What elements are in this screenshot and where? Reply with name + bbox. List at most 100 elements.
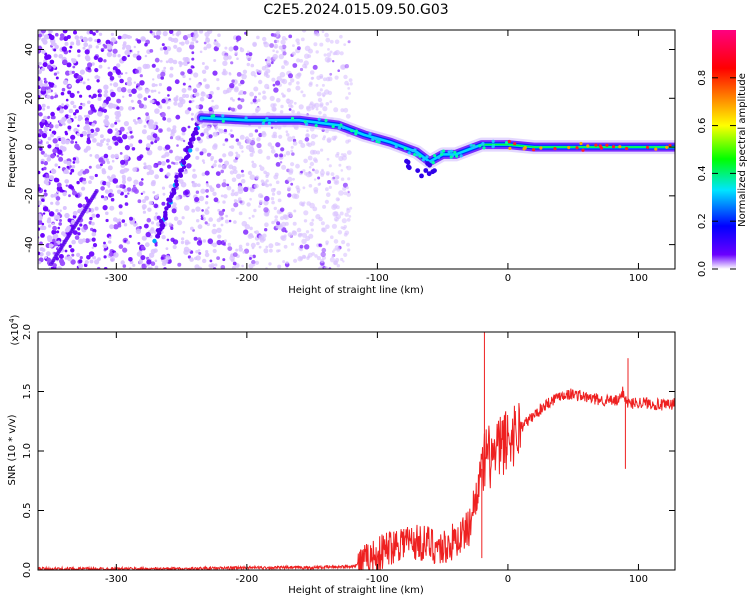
noise-cell xyxy=(86,85,92,91)
noise-cell xyxy=(43,166,47,171)
noise-cell xyxy=(58,254,64,259)
noise-cell xyxy=(259,236,264,241)
noise-cell xyxy=(89,259,94,264)
noise-cell xyxy=(137,199,142,204)
noise-cell xyxy=(270,61,274,65)
noise-cell xyxy=(306,105,310,110)
noise-cell xyxy=(79,133,84,138)
noise-cell xyxy=(42,206,49,212)
noise-cell xyxy=(59,119,63,123)
noise-cell xyxy=(220,265,226,269)
trace-speckle xyxy=(305,122,309,126)
noise-cell xyxy=(52,238,56,243)
noise-cell xyxy=(346,208,351,213)
noise-cell xyxy=(287,186,292,191)
noise-cell xyxy=(161,98,166,104)
noise-cell xyxy=(112,178,119,184)
noise-cell xyxy=(302,169,306,173)
noise-cell xyxy=(43,126,49,132)
noise-cell xyxy=(290,242,295,246)
y-tick-label: 1.0 xyxy=(22,443,33,459)
x-tick-label: -100 xyxy=(366,273,389,284)
noise-cell xyxy=(98,32,103,36)
noise-cell xyxy=(156,193,159,197)
trace-speckle xyxy=(403,147,407,151)
noise-cell xyxy=(317,176,321,180)
noise-cell xyxy=(200,188,206,194)
noise-cell xyxy=(47,154,51,158)
noise-cell xyxy=(208,217,213,222)
noise-cell xyxy=(290,162,295,167)
noise-cell xyxy=(129,216,133,221)
noise-cell xyxy=(194,264,200,269)
noise-cell xyxy=(250,63,255,68)
noise-cell xyxy=(195,104,200,109)
noise-cell xyxy=(88,37,93,42)
noise-cell xyxy=(63,123,66,126)
noise-cell xyxy=(320,148,324,152)
streak-cell xyxy=(174,179,179,184)
noise-cell xyxy=(143,223,149,229)
noise-cell xyxy=(71,239,76,245)
noise-cell xyxy=(143,97,148,101)
trace-speckle xyxy=(586,144,590,148)
noise-cell xyxy=(66,160,72,166)
noise-cell xyxy=(114,141,119,146)
noise-cell xyxy=(278,134,283,139)
noise-cell xyxy=(103,59,107,63)
noise-cell xyxy=(38,213,42,219)
noise-cell xyxy=(345,165,349,169)
spectrogram-trace xyxy=(194,110,675,179)
noise-cell xyxy=(132,167,138,173)
noise-cell xyxy=(195,190,200,194)
colorbar: 0.0 0.2 0.4 0.6 0.8 Normalized spectral ampl… xyxy=(697,30,748,277)
noise-cell xyxy=(48,211,55,217)
noise-cell xyxy=(154,121,158,126)
streak-cell xyxy=(94,189,99,193)
noise-cell xyxy=(75,79,81,84)
noise-cell xyxy=(258,164,262,168)
noise-cell xyxy=(143,162,147,166)
trace-speckle xyxy=(440,152,444,156)
noise-cell xyxy=(196,240,203,246)
y-tick-label: 0.5 xyxy=(22,503,33,519)
noise-cell xyxy=(142,210,146,214)
noise-cell xyxy=(58,166,61,169)
noise-cell xyxy=(189,44,195,50)
noise-cell xyxy=(38,112,43,117)
noise-cell xyxy=(67,90,72,95)
noise-cell xyxy=(125,71,128,75)
trace-speckle xyxy=(290,116,295,121)
noise-cell xyxy=(270,145,275,150)
noise-cell xyxy=(118,244,124,249)
noise-cell xyxy=(38,260,41,265)
noise-cell xyxy=(311,76,315,80)
noise-cell xyxy=(309,70,315,75)
noise-cell xyxy=(288,168,294,174)
noise-cell xyxy=(224,219,229,224)
noise-cell xyxy=(265,179,269,183)
noise-cell xyxy=(292,63,298,68)
streak-cell xyxy=(192,130,197,135)
noise-cell xyxy=(119,184,124,189)
noise-cell xyxy=(112,48,118,54)
noise-cell xyxy=(101,102,107,108)
noise-cell xyxy=(64,212,70,219)
noise-cell xyxy=(68,49,72,53)
noise-cell xyxy=(309,221,314,227)
noise-cell xyxy=(220,169,224,174)
noise-cell xyxy=(327,48,330,51)
noise-cell xyxy=(63,159,68,164)
noise-cell xyxy=(97,57,103,63)
noise-cell xyxy=(87,130,92,135)
noise-cell xyxy=(276,76,282,82)
noise-cell xyxy=(121,179,127,185)
noise-cell xyxy=(313,189,319,194)
colorbar-tick-label: 0.8 xyxy=(697,70,708,86)
noise-cell xyxy=(305,133,310,138)
noise-cell xyxy=(205,195,209,198)
noise-cell xyxy=(91,237,96,242)
noise-cell xyxy=(270,149,276,154)
noise-cell xyxy=(172,239,179,245)
noise-cell xyxy=(91,246,95,249)
